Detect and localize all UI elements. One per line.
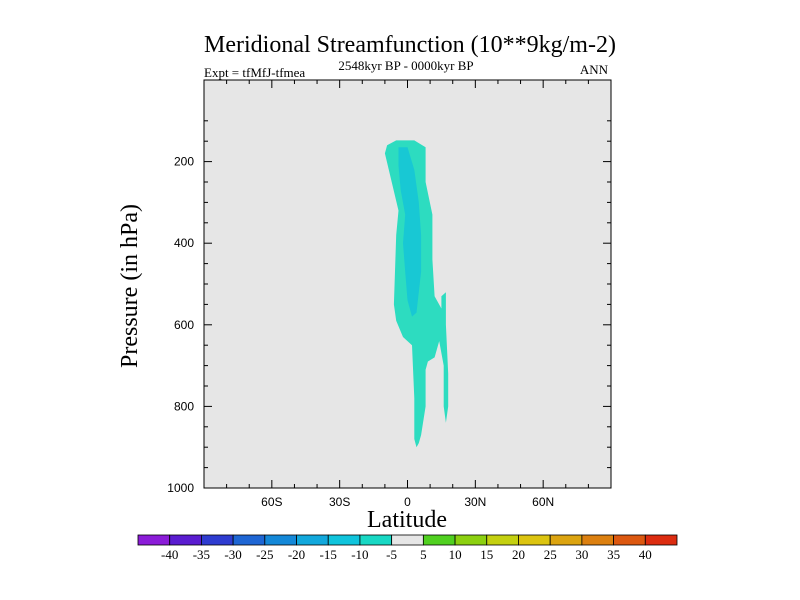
colorbar-label: -25 (256, 547, 273, 562)
colorbar-label: 35 (607, 547, 620, 562)
colorbar-box (232, 534, 266, 546)
colorbar-box (169, 534, 202, 546)
colorbar-box (391, 534, 424, 546)
colorbar-label: -20 (288, 547, 305, 562)
colorbar-label: 10 (449, 547, 462, 562)
x-tick-label: 60N (532, 495, 554, 509)
colorbar-box (644, 534, 678, 546)
colorbar-box (359, 534, 393, 546)
tick-layer: 60S 30S 0 30N 60N 200 400 600 800 1000 (167, 80, 611, 509)
y-axis-title: Pressure (in hPa) (117, 204, 143, 368)
x-tick-label: 0 (404, 495, 411, 509)
plot-frame (203, 79, 612, 489)
y-tick-label: 600 (174, 318, 194, 332)
colorbar-label: -30 (224, 547, 241, 562)
colorbar-label: 40 (639, 547, 652, 562)
colorbar-box (549, 534, 583, 546)
colorbar-label: -5 (386, 547, 397, 562)
contour--15 (398, 147, 422, 317)
period-label: 2548kyr BP - 0000kyr BP (338, 58, 473, 73)
colorbar-box (201, 534, 234, 546)
colorbar-box (264, 534, 297, 546)
colorbar-box (518, 534, 551, 546)
x-axis-title: Latitude (367, 507, 447, 533)
chart-title: Meridional Streamfunction (10**9kg/m-2) (204, 32, 616, 58)
colorbar-box (581, 534, 614, 546)
colorbar-box (137, 534, 171, 546)
colorbar: -40 -35 -30 -25 -20 -15 -10 -5 5 10 15 20 25 30 35 40 (137, 534, 678, 562)
y-tick-label: 400 (174, 236, 194, 250)
colorbar-label: -40 (161, 547, 178, 562)
colorbar-label: 5 (420, 547, 427, 562)
colorbar-label: -15 (320, 547, 337, 562)
colorbar-label: 25 (544, 547, 557, 562)
y-tick-label: 200 (174, 155, 194, 169)
colorbar-label: 15 (480, 547, 493, 562)
x-tick-label: 30N (464, 495, 486, 509)
colorbar-box (454, 534, 488, 546)
x-tick-label: 60S (261, 495, 282, 509)
colorbar-label: 20 (512, 547, 525, 562)
colorbar-box (296, 534, 329, 546)
colorbar-box (327, 534, 361, 546)
season-label: ANN (580, 62, 609, 77)
colorbar-box (613, 534, 646, 546)
colorbar-box (422, 534, 456, 546)
y-tick-label: 800 (174, 399, 194, 413)
colorbar-label: 30 (575, 547, 588, 562)
colorbar-label: -10 (351, 547, 368, 562)
x-tick-label: 30S (329, 495, 350, 509)
y-tick-label: 1000 (167, 481, 194, 495)
contour-layer (384, 140, 449, 448)
experiment-label: Expt = tfMfJ-tfmea (204, 65, 305, 80)
colorbar-box (486, 534, 519, 546)
colorbar-label: -35 (193, 547, 210, 562)
